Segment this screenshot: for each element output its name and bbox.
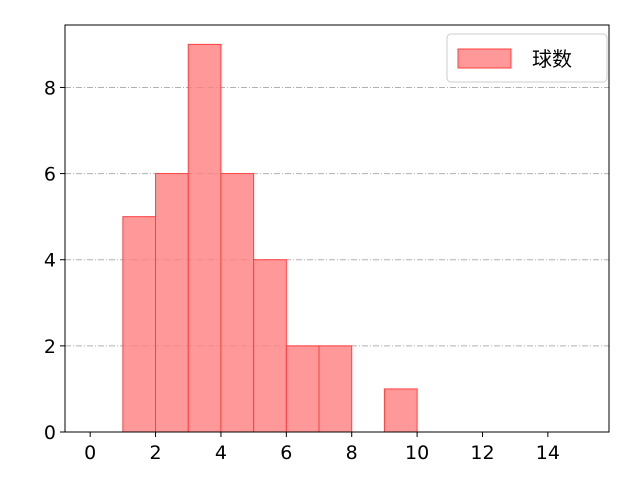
plot-frame xyxy=(64,24,610,433)
legend-label: 球数 xyxy=(532,47,572,71)
histogram-bar xyxy=(155,173,189,433)
histogram-bar xyxy=(285,345,320,433)
y-tick-label: 6 xyxy=(44,164,56,186)
y-axis: 0 2 4 6 8 xyxy=(44,77,65,444)
y-tick-label: 8 xyxy=(44,77,56,99)
histogram-bar xyxy=(187,43,222,433)
x-tick-label: 0 xyxy=(84,442,96,464)
x-axis: 0 2 4 6 8 10 12 14 xyxy=(84,432,560,464)
x-tick-label: 10 xyxy=(405,442,429,464)
legend-box xyxy=(446,33,608,83)
y-tick-label: 2 xyxy=(44,336,56,358)
x-tick-label: 6 xyxy=(280,442,292,464)
legend: 球数 xyxy=(446,33,608,83)
histogram-bar xyxy=(318,345,353,433)
histogram-bar xyxy=(220,173,255,433)
histogram-bar xyxy=(122,216,157,433)
x-tick-label: 14 xyxy=(536,442,560,464)
y-tick-label: 4 xyxy=(44,250,56,272)
x-tick-label: 8 xyxy=(346,442,358,464)
y-tick-label: 0 xyxy=(44,422,56,444)
legend-swatch xyxy=(457,48,512,69)
bars xyxy=(122,43,418,433)
histogram-bar xyxy=(383,388,418,433)
x-tick-label: 4 xyxy=(215,442,227,464)
histogram-bar xyxy=(253,259,287,433)
x-tick-label: 12 xyxy=(470,442,494,464)
x-tick-label: 2 xyxy=(150,442,162,464)
